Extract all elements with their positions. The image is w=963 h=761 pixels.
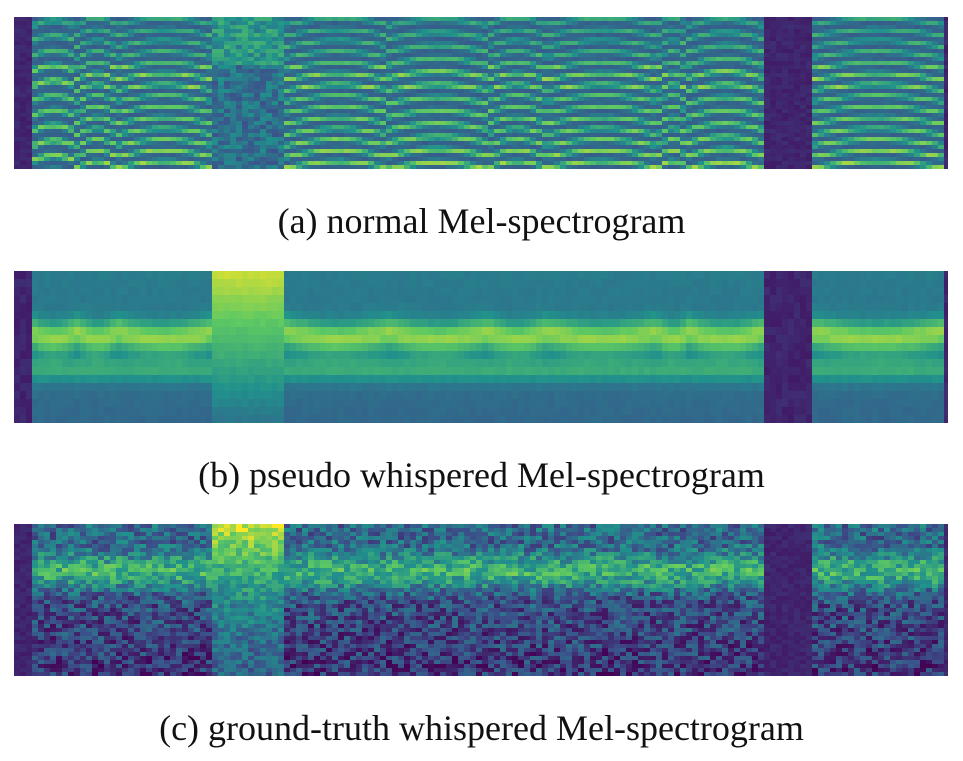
caption-normal: (a) normal Mel-spectrogram (277, 201, 686, 241)
spectrogram-normal (14, 17, 948, 169)
caption-pseudo-whispered: (b) pseudo whispered Mel-spectrogram (198, 455, 765, 495)
spectrogram-pseudo-whispered (14, 271, 948, 423)
caption-ground-truth-whispered: (c) ground-truth whispered Mel-spectrogr… (159, 708, 804, 748)
spectrogram-ground-truth-whispered (14, 524, 948, 676)
